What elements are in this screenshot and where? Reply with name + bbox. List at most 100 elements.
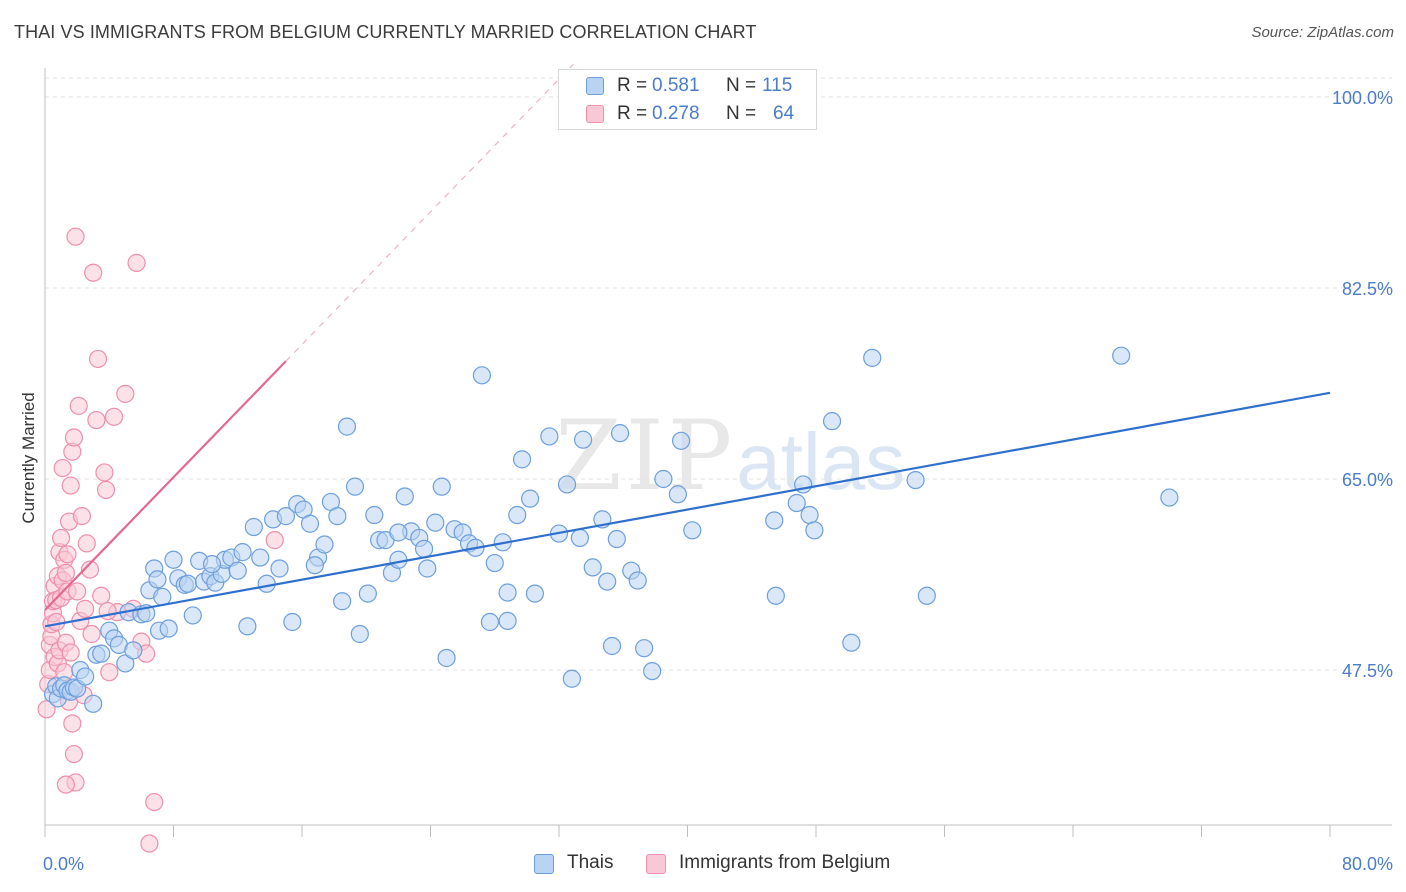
belgium-trend-line	[44, 360, 287, 611]
belgium-point	[265, 531, 284, 550]
thais-point	[635, 639, 654, 658]
belgium-point	[96, 480, 116, 500]
thais-point	[315, 535, 334, 554]
belgium-point	[69, 396, 88, 415]
thais-point	[610, 424, 630, 443]
thais-point	[365, 505, 384, 525]
thais-point	[345, 477, 365, 496]
thais-point	[525, 584, 545, 603]
belgium-point	[37, 700, 56, 719]
belgium-point	[56, 563, 75, 582]
thais-point	[238, 617, 257, 636]
thais-point	[765, 511, 784, 530]
thais-point	[628, 571, 647, 590]
belgium-point	[145, 792, 164, 812]
thais-point	[257, 574, 276, 593]
thais-point	[498, 611, 517, 630]
legend-swatch-belgium	[586, 105, 604, 123]
chart-title: THAI VS IMMIGRANTS FROM BELGIUM CURRENTL…	[14, 22, 757, 42]
thais-point	[116, 654, 135, 673]
y-tick-label: 82.5%	[1342, 279, 1393, 299]
belgium-point	[64, 428, 84, 447]
thais-point	[842, 633, 861, 652]
thais-trend-line	[44, 391, 1331, 628]
thais-point	[414, 539, 434, 558]
thais-point	[607, 529, 626, 549]
series-legend: Thais Immigrants from Belgium	[0, 851, 1406, 879]
thais-point	[153, 587, 172, 606]
thais-point	[766, 586, 785, 605]
thais-point	[92, 644, 111, 663]
belgium-point	[64, 744, 84, 764]
r-value: 0.278	[652, 103, 700, 124]
thais-point	[800, 505, 819, 525]
belgium-point	[88, 349, 108, 369]
belgium-point	[100, 663, 119, 682]
thais-point	[426, 513, 445, 532]
thais-point	[602, 636, 622, 656]
r-value: 0.581	[652, 75, 700, 96]
thais-point	[432, 477, 451, 496]
thais-point	[183, 606, 202, 625]
thais-point	[124, 641, 143, 660]
belgium-point	[84, 263, 103, 282]
thais-point	[583, 558, 602, 577]
thais-point	[148, 570, 167, 589]
thais-point	[244, 517, 263, 537]
belgium-point	[61, 476, 80, 495]
belgium-point	[68, 582, 87, 601]
thais-point	[164, 550, 183, 569]
source-credit: Source: ZipAtlas.com	[1251, 24, 1394, 41]
correlation-legend: R = 0.581 N = 115 R = 0.278 N = 64	[558, 69, 817, 130]
n-value: 115	[762, 75, 793, 96]
thais-point	[520, 489, 540, 508]
belgium-point	[47, 612, 66, 632]
belgium-point	[53, 458, 72, 478]
thais-point	[822, 412, 842, 431]
n-label: N =	[726, 103, 757, 124]
thais-point	[84, 694, 103, 713]
y-tick-label: 100.0%	[1332, 88, 1393, 108]
thais-point	[389, 550, 408, 569]
thais-point	[540, 427, 559, 446]
belgium-trend-extension	[285, 63, 574, 362]
belgium-point	[77, 534, 96, 553]
thais-point	[337, 417, 357, 436]
thais-point	[787, 493, 806, 513]
thais-point	[573, 430, 593, 449]
thais-point	[498, 583, 517, 602]
thais-point	[683, 521, 702, 540]
tick-labels: 47.5% 65.0% 82.5% 100.0% 0.0% 80.0%	[43, 88, 1393, 874]
thais-point	[350, 624, 369, 644]
belgium-point	[116, 384, 135, 403]
thais-point	[437, 648, 456, 668]
thais-point	[418, 559, 437, 578]
thais-point	[598, 572, 617, 591]
belgium-point	[51, 528, 71, 548]
thais-point	[328, 507, 347, 526]
thais-point	[480, 612, 500, 632]
thais-point	[276, 507, 296, 526]
thais-point	[1112, 346, 1131, 365]
belgium-point	[140, 834, 159, 853]
thais-point	[668, 485, 687, 504]
belgium-point	[63, 714, 82, 733]
belgium-point	[104, 407, 124, 426]
belgium-point	[87, 410, 106, 430]
r-label: R =	[617, 103, 648, 124]
zipatlas-watermark: ZIPatlas	[555, 400, 905, 512]
belgium-point	[56, 775, 75, 794]
thais-point	[159, 619, 178, 638]
thais-point	[562, 669, 581, 688]
n-value: 64	[773, 103, 795, 124]
thais-point	[671, 431, 691, 450]
thais-point	[300, 514, 320, 533]
thais-point	[485, 553, 504, 573]
n-label: N =	[726, 75, 757, 96]
thais-point	[251, 548, 270, 567]
thais-point	[472, 366, 491, 385]
legend-label-belgium: Immigrants from Belgium	[679, 852, 891, 873]
thais-point	[917, 586, 936, 605]
thais-point	[395, 487, 414, 506]
